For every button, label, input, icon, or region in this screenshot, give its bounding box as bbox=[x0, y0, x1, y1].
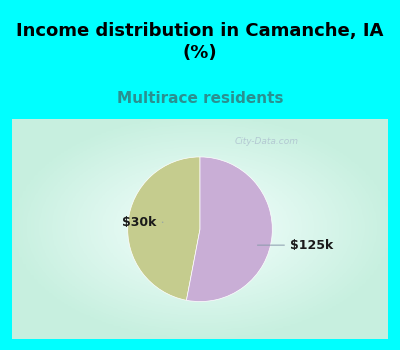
Text: Multirace residents: Multirace residents bbox=[117, 91, 283, 106]
Text: $125k: $125k bbox=[258, 239, 333, 252]
Text: City-Data.com: City-Data.com bbox=[234, 136, 298, 146]
Wedge shape bbox=[128, 157, 200, 300]
Text: Income distribution in Camanche, IA
(%): Income distribution in Camanche, IA (%) bbox=[16, 22, 384, 62]
Wedge shape bbox=[186, 157, 272, 302]
Text: $30k: $30k bbox=[122, 216, 163, 229]
